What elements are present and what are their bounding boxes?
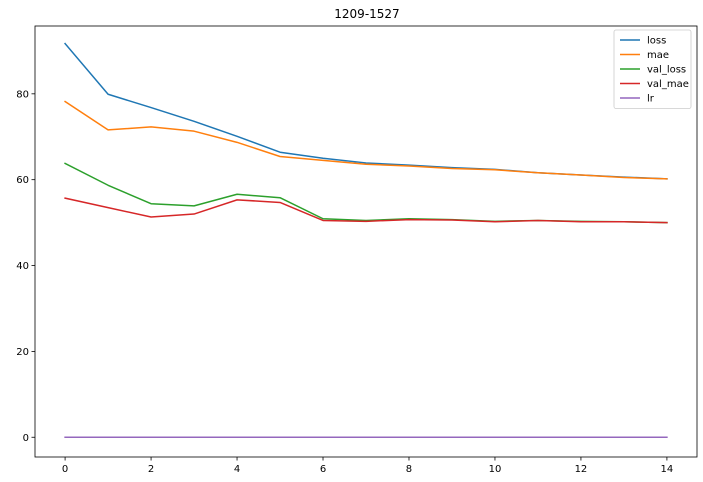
x-tick-label: 8	[406, 464, 412, 475]
y-tick-label: 0	[23, 433, 29, 444]
x-tick-label: 4	[234, 464, 240, 475]
legend-label: lr	[647, 94, 655, 105]
series-line-val-mae	[64, 197, 668, 224]
legend-label: val_mae	[647, 79, 689, 90]
y-tick-label: 20	[16, 347, 29, 358]
x-tick-label: 0	[62, 464, 68, 475]
y-axis: 0 20 40 60 80	[16, 89, 35, 444]
x-tick-label: 14	[661, 464, 674, 475]
legend-label: loss	[647, 36, 666, 47]
y-tick-label: 60	[16, 175, 29, 186]
series-line-val-loss	[64, 162, 668, 224]
x-tick-label: 12	[575, 464, 588, 475]
chart-title: 1209-1527	[334, 7, 399, 21]
x-tick-label: 6	[320, 464, 326, 475]
series-line-mae	[64, 100, 668, 180]
x-axis: 0 2 4 6 8 10 12 14	[62, 457, 673, 475]
x-tick-label: 2	[148, 464, 154, 475]
y-tick-label: 40	[16, 261, 29, 272]
legend-box	[613, 29, 692, 109]
axes-frame	[34, 25, 698, 458]
y-tick-label: 80	[16, 89, 29, 100]
legend-label: mae	[647, 50, 669, 61]
series-line-loss	[64, 42, 668, 180]
x-tick-label: 10	[489, 464, 502, 475]
legend-label: val_loss	[647, 65, 686, 76]
series-lines	[64, 42, 668, 438]
